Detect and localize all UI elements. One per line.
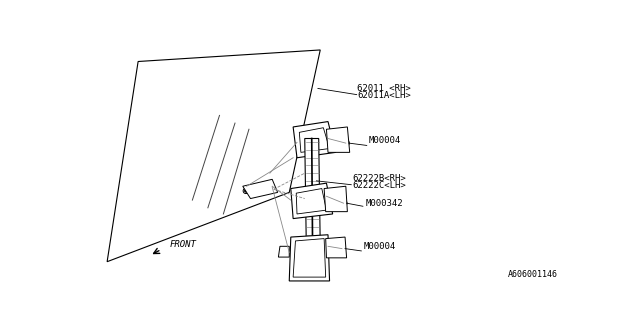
Text: M000342: M000342 [365,199,403,208]
Polygon shape [291,183,333,219]
Polygon shape [293,239,326,277]
Polygon shape [278,246,289,257]
Text: M00004: M00004 [369,136,401,145]
Polygon shape [324,186,348,212]
Circle shape [341,248,342,249]
Circle shape [296,247,318,268]
Circle shape [343,203,344,204]
Polygon shape [289,235,330,281]
Text: 62222B<RH>: 62222B<RH> [352,174,406,183]
Polygon shape [326,237,347,258]
Polygon shape [305,139,320,246]
Text: M00004: M00004 [364,242,396,252]
Polygon shape [293,122,336,158]
Circle shape [339,245,346,252]
Polygon shape [243,179,278,198]
Text: 62222C<LH>: 62222C<LH> [352,181,406,190]
Text: A606001146: A606001146 [508,270,558,279]
Circle shape [340,200,347,207]
Text: 62011A<LH>: 62011A<LH> [358,92,412,100]
Text: 62011 <RH>: 62011 <RH> [358,84,412,93]
Circle shape [345,142,346,144]
Polygon shape [326,127,349,152]
Circle shape [342,140,349,147]
Circle shape [306,257,308,259]
Circle shape [245,190,246,191]
Text: FRONT: FRONT [169,240,196,249]
